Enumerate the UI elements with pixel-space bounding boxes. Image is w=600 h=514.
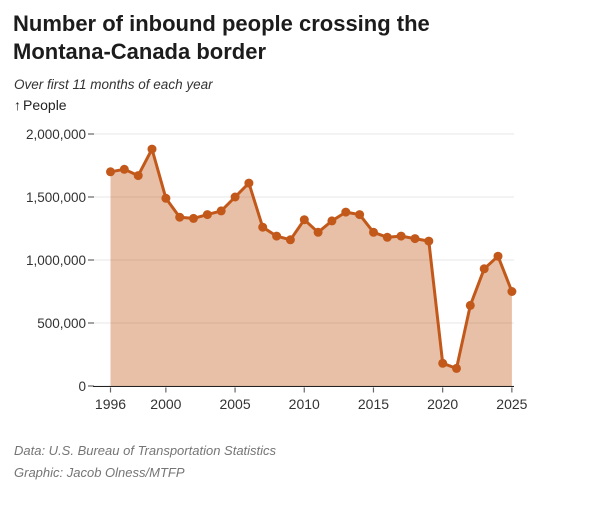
x-tick-label: 2000 xyxy=(150,396,181,412)
data-point xyxy=(313,227,323,237)
data-point xyxy=(438,358,448,368)
x-tick-label: 2015 xyxy=(358,396,389,412)
data-point xyxy=(493,251,503,261)
data-point xyxy=(258,222,268,232)
y-tick-label: 1,500,000 xyxy=(26,190,86,205)
data-point xyxy=(202,210,212,220)
data-point xyxy=(175,212,185,222)
data-point xyxy=(189,213,198,223)
chart-footer: Data: U.S. Bureau of Transportation Stat… xyxy=(14,440,276,484)
data-point xyxy=(369,227,378,237)
y-axis-unit-label: ↑ People xyxy=(14,97,67,113)
x-tick-label: 1996 xyxy=(95,396,126,412)
data-point xyxy=(452,363,461,373)
up-arrow-icon: ↑ xyxy=(14,97,21,113)
data-point xyxy=(341,207,351,217)
data-point xyxy=(410,234,420,244)
area-fill xyxy=(110,149,512,386)
data-point xyxy=(106,167,115,177)
data-point xyxy=(147,144,157,154)
data-point xyxy=(465,300,475,310)
credit-note: Graphic: Jacob Olness/MTFP xyxy=(14,465,185,480)
data-point xyxy=(216,206,226,216)
x-tick-label: 2025 xyxy=(496,396,527,412)
data-point xyxy=(299,215,309,225)
data-point xyxy=(244,178,254,188)
chart-subtitle: Over first 11 months of each year xyxy=(14,77,213,92)
data-point xyxy=(119,164,129,174)
data-point xyxy=(161,193,171,203)
data-point xyxy=(479,264,489,274)
y-tick-label: 500,000 xyxy=(37,316,86,331)
x-tick-label: 2020 xyxy=(427,396,458,412)
chart-title: Number of inbound people crossing the Mon… xyxy=(13,10,430,66)
x-tick-label: 2010 xyxy=(289,396,320,412)
data-point xyxy=(230,192,240,202)
data-point xyxy=(327,216,337,226)
y-axis-unit-text: People xyxy=(23,97,67,113)
data-point xyxy=(355,210,365,220)
data-point xyxy=(382,232,392,242)
y-tick-label: 1,000,000 xyxy=(26,253,86,268)
data-point xyxy=(133,171,143,181)
data-point xyxy=(272,231,282,241)
chart-title-line-1: Number of inbound people crossing the xyxy=(13,11,430,36)
data-point xyxy=(424,236,434,246)
data-point xyxy=(396,231,406,241)
y-tick-label: 0 xyxy=(78,379,86,394)
data-point xyxy=(507,287,517,296)
chart-title-line-2: Montana-Canada border xyxy=(13,39,267,64)
y-tick-label: 2,000,000 xyxy=(26,127,86,142)
data-source-note: Data: U.S. Bureau of Transportation Stat… xyxy=(14,443,277,458)
data-point xyxy=(285,235,295,245)
x-tick-label: 2005 xyxy=(219,396,250,412)
